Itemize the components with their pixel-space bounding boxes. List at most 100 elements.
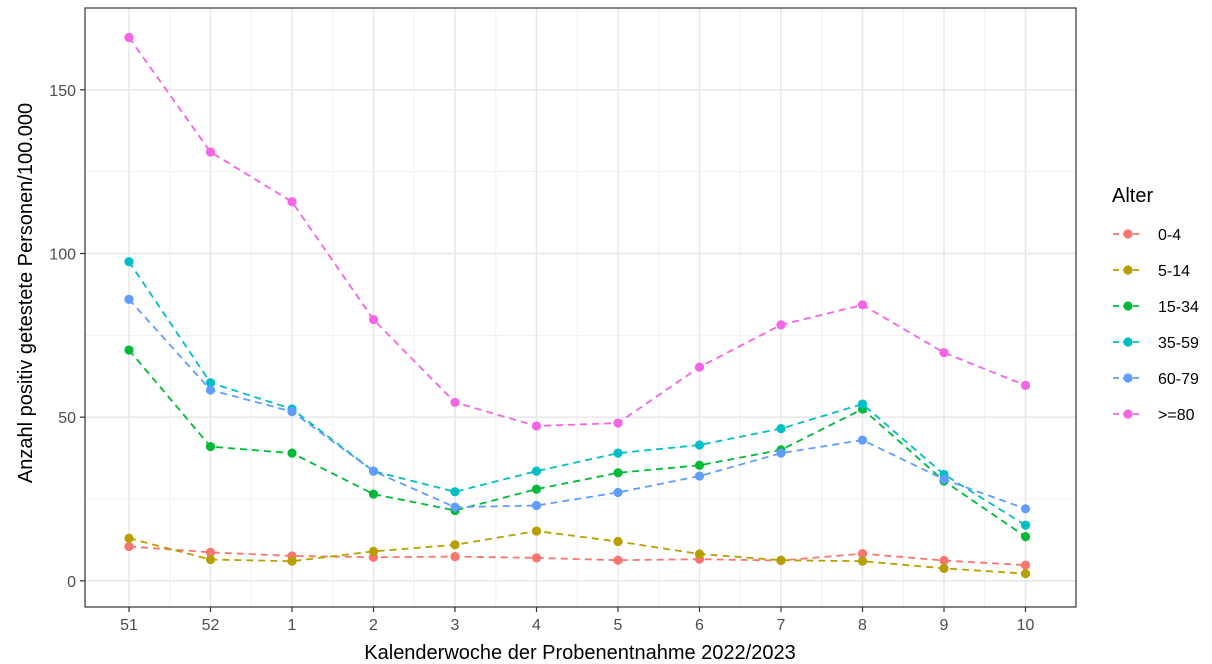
data-point-80 [939,348,949,358]
series-line-15-34 [128,349,1027,538]
data-point-0-4 [205,547,216,557]
data-point-15-34 [1020,532,1031,542]
data-point-60-79 [205,385,216,395]
legend-label: 60-79 [1158,371,1199,388]
data-point-5-14 [776,555,786,565]
series-line-35-59 [128,261,1026,526]
legend-item-60-79: 60-79 [1113,371,1199,388]
data-point-60-79 [287,406,297,417]
x-tick-label: 51 [120,617,138,634]
data-point-60-79 [613,487,623,498]
data-point-5-14 [694,549,705,559]
legend-label: 35-59 [1158,335,1199,352]
y-tick-label: 50 [58,410,76,427]
legend-key-point [1123,337,1133,347]
data-point-60-79 [1020,504,1031,514]
x-tick-label: 3 [451,617,460,634]
x-tick-label: 1 [288,617,297,634]
x-tick-label: 4 [532,617,541,634]
data-point-60-79 [694,471,705,481]
data-point-0-4 [450,551,460,562]
data-point-5-14 [531,526,542,536]
data-point-80 [368,315,379,325]
data-point-5-14 [613,536,623,547]
data-point-15-34 [613,468,623,478]
legend-key-point [1123,265,1133,275]
data-point-15-34 [205,442,216,452]
legend-title: Alter [1112,185,1153,207]
data-point-35-59 [613,448,623,458]
series-line-80 [128,36,1026,427]
data-point-15-34 [531,484,542,494]
legend-label: 15-34 [1158,299,1199,316]
legend-key-point [1123,301,1133,311]
data-point-60-79 [450,502,460,512]
data-point-35-59 [124,257,134,267]
series-0-4 [124,541,1031,570]
data-point-5-14 [1020,569,1031,579]
data-point-35-59 [776,424,786,434]
data-point-35-59 [694,440,705,450]
data-point-0-4 [939,555,949,566]
x-tick-label: 8 [858,617,867,634]
data-point-60-79 [531,500,542,511]
series-35-59 [124,257,1031,530]
data-point-60-79 [776,448,786,458]
legend-key-point [1123,373,1133,383]
data-point-35-59 [450,487,460,497]
legend-label: 5-14 [1158,263,1190,280]
y-tick-label: 0 [67,574,76,591]
legend-label: 0-4 [1158,227,1181,244]
x-tick-label: 9 [940,617,949,634]
legend-key-point [1123,229,1133,239]
x-tick-label: 52 [202,617,220,634]
data-point-15-34 [368,489,379,499]
data-point-0-4 [613,555,623,565]
data-point-35-59 [531,466,542,476]
legend-item-80: >=80 [1113,407,1195,424]
data-point-0-4 [1020,560,1031,570]
legend-item-5-14: 5-14 [1113,263,1190,280]
legend-item-35-59: 35-59 [1113,335,1199,352]
panel-border [84,7,1077,608]
data-point-5-14 [939,563,949,573]
y-tick-label: 150 [49,83,76,100]
y-axis: 0 50 100 150 [49,83,85,591]
data-point-5-14 [857,556,868,566]
data-point-5-14 [124,533,134,543]
panel-background [85,8,1076,607]
x-tick-label: 10 [1017,617,1035,634]
x-tick-label: 6 [695,617,704,634]
data-point-80 [450,397,460,408]
data-point-80 [857,300,868,310]
data-point-80 [531,421,542,431]
data-point-35-59 [205,378,216,388]
x-tick-label: 7 [777,617,786,634]
y-tick-label: 100 [49,246,76,263]
y-axis-title: Anzahl positiv getestete Personen/100.00… [15,103,37,483]
data-point-60-79 [368,466,379,476]
x-tick-label: 2 [369,617,378,634]
series-5-14 [124,526,1031,579]
data-point-80 [287,197,297,207]
series-line-60-79 [128,298,1026,510]
data-point-60-79 [857,435,868,445]
legend: Alter 0-4 5-14 15-34 35-59 60-79 >=80 [1112,185,1199,424]
series-layer [124,32,1031,579]
x-tick-label: 5 [614,617,623,634]
data-point-15-34 [287,448,297,458]
data-point-5-14 [450,540,460,550]
data-point-80 [1020,380,1031,391]
data-point-35-59 [1020,520,1031,530]
legend-key-point [1123,409,1133,419]
plot-panel [84,7,1077,608]
x-axis: 51 52 1 2 3 4 5 6 7 8 9 10 [120,607,1035,634]
data-point-5-14 [205,554,216,565]
data-point-80 [124,32,134,43]
data-point-80 [776,320,786,330]
data-point-60-79 [124,294,134,304]
x-axis-title: Kalenderwoche der Probenentnahme 2022/20… [364,642,795,664]
legend-item-15-34: 15-34 [1113,299,1199,316]
series-80 [124,32,1031,431]
